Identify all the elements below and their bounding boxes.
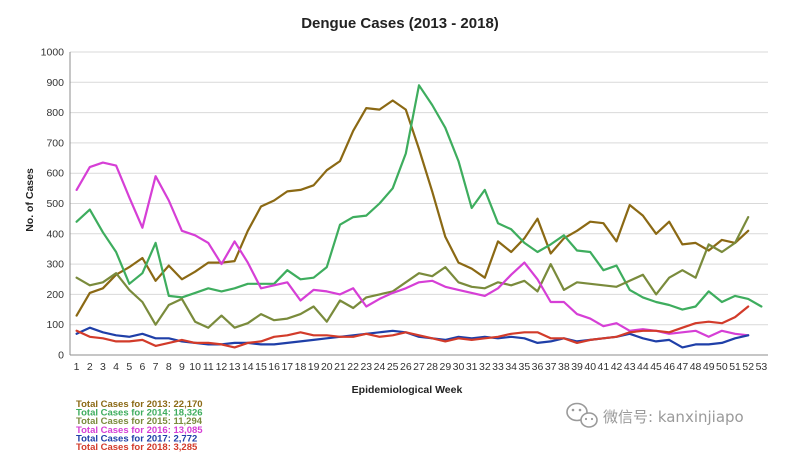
y-tick-label: 300: [46, 259, 64, 271]
x-tick-label: 40: [584, 361, 596, 373]
x-tick-label: 45: [650, 361, 662, 373]
x-tick-label: 22: [347, 361, 359, 373]
legend-entry: Total Cases for 2013: 22,170: [76, 399, 203, 410]
legend-entry: Total Cases for 2015: 11,294: [76, 416, 203, 427]
x-tick-label: 14: [242, 361, 254, 373]
x-tick-label: 37: [545, 361, 557, 373]
legend-entry: Total Cases for 2018: 3,285: [76, 442, 198, 453]
x-tick-label: 23: [360, 361, 372, 373]
y-axis-ticks: 0 100 200 300 400 500 600 700 800 900 1000: [41, 47, 65, 362]
x-tick-label: 25: [387, 361, 399, 373]
series-line-4: [75, 161, 750, 338]
x-tick-label: 52: [742, 361, 754, 373]
chart-title: Dengue Cases (2013 - 2018): [301, 15, 499, 32]
x-tick-label: 19: [308, 361, 320, 373]
y-tick-label: 700: [46, 137, 64, 149]
x-tick-label: 29: [439, 361, 451, 373]
x-tick-label: 3: [100, 361, 106, 373]
x-tick-label: 2: [87, 361, 93, 373]
x-tick-label: 34: [505, 361, 517, 373]
x-tick-label: 38: [558, 361, 570, 373]
x-axis-ticks: 1 2 3 4 5 6 7 8 9 10 11 12 13 14 15 16 17 18 19 20 21 22 23 24 2…: [74, 361, 768, 373]
x-tick-label: 9: [179, 361, 185, 373]
y-tick-label: 800: [46, 107, 64, 119]
legend-entry: Total Cases for 2016: 13,085: [76, 425, 203, 436]
x-tick-label: 12: [216, 361, 228, 373]
x-tick-label: 1: [74, 361, 80, 373]
x-tick-label: 46: [663, 361, 675, 373]
x-tick-label: 51: [729, 361, 741, 373]
x-tick-label: 31: [466, 361, 478, 373]
y-tick-label: 600: [46, 168, 64, 180]
x-tick-label: 43: [624, 361, 636, 373]
legend-entry: Total Cases for 2017: 2,772: [76, 433, 197, 444]
x-tick-label: 35: [519, 361, 531, 373]
x-tick-label: 41: [598, 361, 610, 373]
x-tick-label: 33: [492, 361, 504, 373]
legend-entry: Total Cases for 2014: 18,326: [76, 408, 203, 419]
x-tick-label: 20: [321, 361, 333, 373]
y-tick-label: 200: [46, 289, 64, 301]
x-tick-label: 4: [113, 361, 119, 373]
x-tick-label: 26: [400, 361, 412, 373]
y-tick-label: 0: [58, 350, 64, 362]
gridlines: [70, 51, 768, 326]
x-tick-label: 10: [189, 361, 201, 373]
x-tick-label: 36: [532, 361, 544, 373]
y-tick-label: 1000: [41, 47, 65, 59]
x-tick-label: 13: [229, 361, 241, 373]
x-tick-label: 42: [611, 361, 623, 373]
series-line-1: [75, 99, 750, 317]
series-line-2: [75, 84, 763, 311]
x-tick-label: 8: [166, 361, 172, 373]
x-tick-label: 24: [374, 361, 386, 373]
watermark: 微信号: kanxinjiapo: [566, 402, 744, 428]
x-tick-label: 5: [126, 361, 132, 373]
series-line-6: [75, 305, 750, 349]
x-tick-label: 47: [677, 361, 689, 373]
x-tick-label: 53: [756, 361, 768, 373]
x-tick-label: 17: [281, 361, 293, 373]
x-tick-label: 15: [255, 361, 267, 373]
x-tick-label: 32: [479, 361, 491, 373]
x-tick-label: 16: [268, 361, 280, 373]
x-tick-label: 30: [453, 361, 465, 373]
y-tick-label: 900: [46, 77, 64, 89]
x-tick-label: 18: [295, 361, 307, 373]
x-tick-label: 21: [334, 361, 346, 373]
x-tick-label: 7: [153, 361, 159, 373]
x-tick-label: 39: [571, 361, 583, 373]
x-tick-label: 11: [203, 361, 214, 373]
wechat-icon: [566, 402, 598, 428]
x-tick-label: 48: [690, 361, 702, 373]
x-tick-label: 28: [426, 361, 438, 373]
x-tick-label: 50: [716, 361, 728, 373]
y-axis-label: No. of Cases: [24, 168, 36, 232]
y-tick-label: 400: [46, 228, 64, 240]
x-tick-label: 49: [703, 361, 715, 373]
series-lines: [75, 84, 763, 349]
axes: [69, 52, 768, 356]
watermark-text: 微信号: kanxinjiapo: [603, 408, 744, 426]
x-axis-label: Epidemiological Week: [352, 384, 463, 396]
y-tick-label: 100: [46, 319, 64, 331]
y-tick-label: 500: [46, 198, 64, 210]
x-tick-label: 6: [140, 361, 146, 373]
x-tick-label: 27: [413, 361, 425, 373]
x-tick-label: 44: [637, 361, 649, 373]
series-line-3: [75, 216, 750, 329]
